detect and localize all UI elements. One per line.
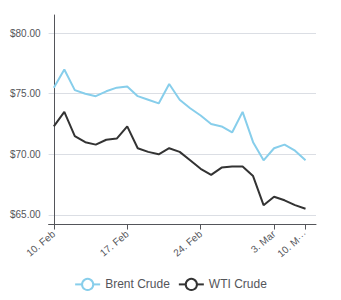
svg-text:10. M···: 10. M··· bbox=[275, 228, 309, 259]
svg-text:$65.00: $65.00 bbox=[10, 209, 41, 220]
svg-text:17. Feb: 17. Feb bbox=[98, 228, 131, 259]
svg-text:3. Mar: 3. Mar bbox=[249, 228, 278, 255]
svg-text:Brent Crude: Brent Crude bbox=[105, 277, 170, 291]
svg-text:$70.00: $70.00 bbox=[10, 149, 41, 160]
svg-text:24. Feb: 24. Feb bbox=[171, 228, 204, 259]
svg-text:$75.00: $75.00 bbox=[10, 88, 41, 99]
svg-text:WTI Crude: WTI Crude bbox=[209, 277, 267, 291]
svg-text:10. Feb: 10. Feb bbox=[24, 228, 57, 259]
svg-text:$80.00: $80.00 bbox=[10, 28, 41, 39]
